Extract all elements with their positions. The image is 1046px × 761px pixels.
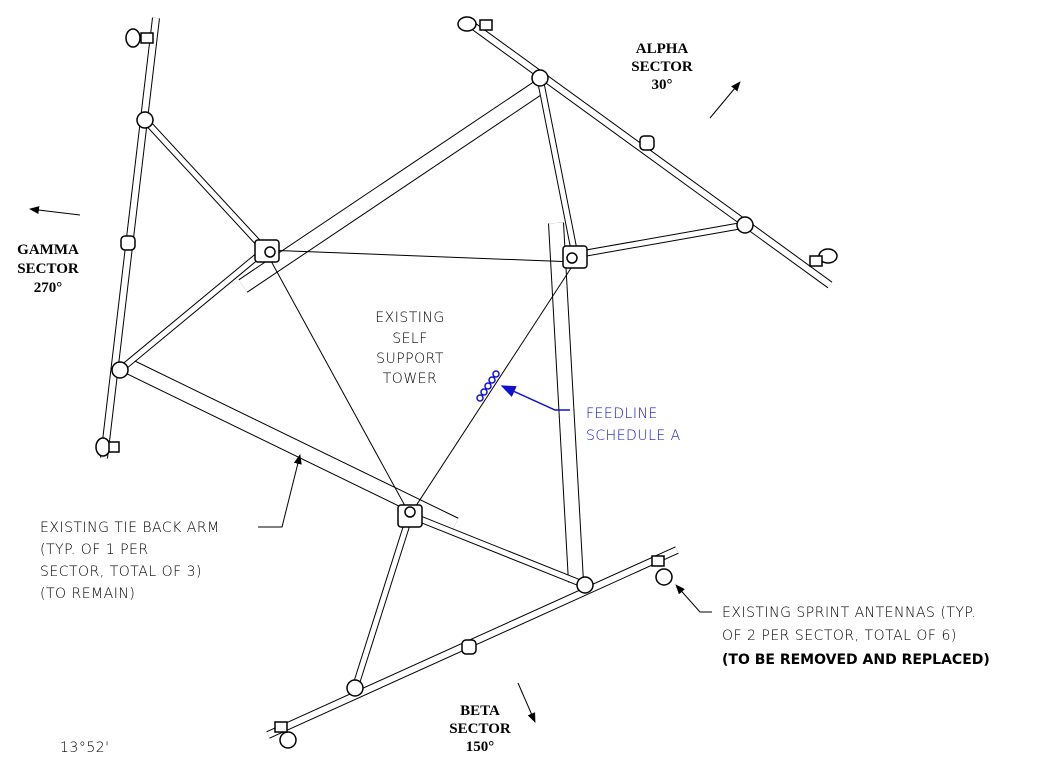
note-text: (TO REMAIN) — [40, 586, 135, 602]
sector-label: ALPHA — [636, 41, 689, 57]
feedline-label: SCHEDULE A — [586, 428, 681, 444]
tower-label: SELF — [392, 331, 428, 347]
note-text: SECTOR, TOTAL OF 3) — [40, 564, 202, 580]
note-text: OF 2 PER SECTOR, TOTAL OF 6) — [722, 628, 957, 644]
feedline-label: FEEDLINE — [586, 406, 658, 422]
sector-label: BETA — [460, 703, 500, 719]
tower-label: TOWER — [383, 371, 438, 387]
tower-label: SUPPORT — [376, 351, 444, 367]
sector-label: GAMMA — [17, 242, 79, 258]
structure — [29, 16, 838, 749]
note-text: EXISTING TIE BACK ARM — [40, 520, 220, 536]
sector-label: 30° — [652, 77, 673, 93]
sector-label: SECTOR — [17, 261, 79, 277]
tower-label: EXISTING — [375, 310, 444, 326]
note-text: (TYP. OF 1 PER — [40, 542, 149, 558]
sector-label: 270° — [34, 280, 63, 296]
labels: ALPHA SECTOR 30° GAMMA SECTOR 270° BETA … — [17, 41, 990, 756]
angle-label: 13°52' — [60, 740, 109, 756]
sector-label: 150° — [466, 739, 495, 755]
note-text: (TO BE REMOVED AND REPLACED) — [722, 652, 990, 668]
sector-label: SECTOR — [449, 721, 511, 737]
note-text: EXISTING SPRINT ANTENNAS (TYP. — [722, 605, 976, 621]
sector-label: SECTOR — [631, 59, 693, 75]
